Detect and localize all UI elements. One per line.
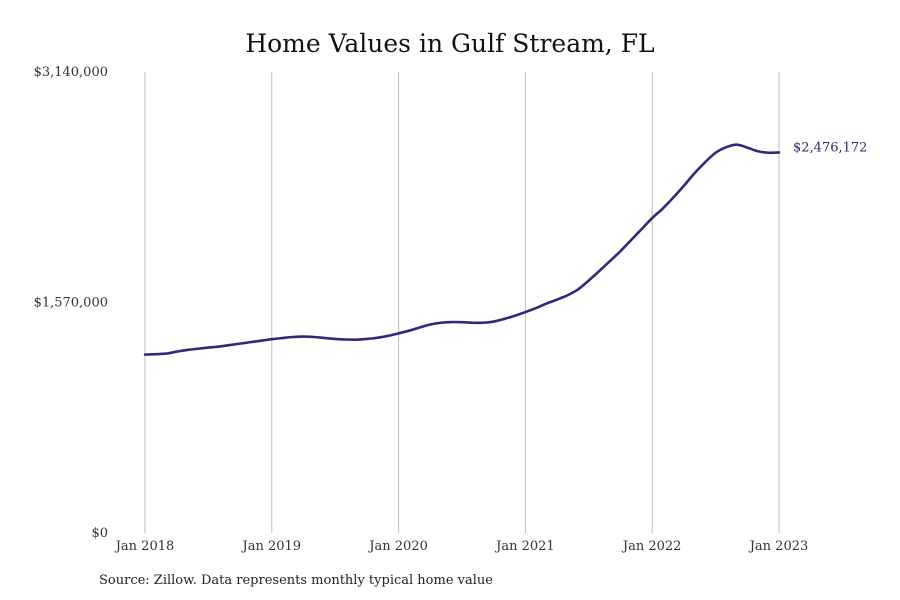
y-tick-label-2: $3,140,000 — [34, 65, 108, 80]
end-value-label: $2,476,172 — [793, 140, 867, 155]
x-tick-label-3: Jan 2021 — [494, 539, 555, 554]
series-layer — [143, 143, 781, 356]
x-axis-ticks: Jan 2018 Jan 2019 Jan 2020 Jan 2021 Jan 2022… — [114, 539, 809, 554]
x-tick-label-4: Jan 2022 — [621, 539, 682, 554]
chart-title: Home Values in Gulf Stream, FL — [245, 29, 655, 58]
y-axis-ticks: $0 $1,570,000 $3,140,000 — [34, 65, 108, 541]
vertical-gridlines — [144, 72, 780, 533]
y-tick-label-0: $0 — [91, 526, 108, 541]
x-tick-label-2: Jan 2020 — [367, 539, 428, 554]
x-tick-label-0: Jan 2018 — [114, 539, 175, 554]
x-tick-label-1: Jan 2019 — [241, 539, 302, 554]
series-line-0 — [143, 143, 781, 356]
x-tick-label-5: Jan 2023 — [748, 539, 809, 554]
y-tick-label-1: $1,570,000 — [34, 296, 108, 311]
source-note: Source: Zillow. Data represents monthly … — [99, 573, 493, 588]
